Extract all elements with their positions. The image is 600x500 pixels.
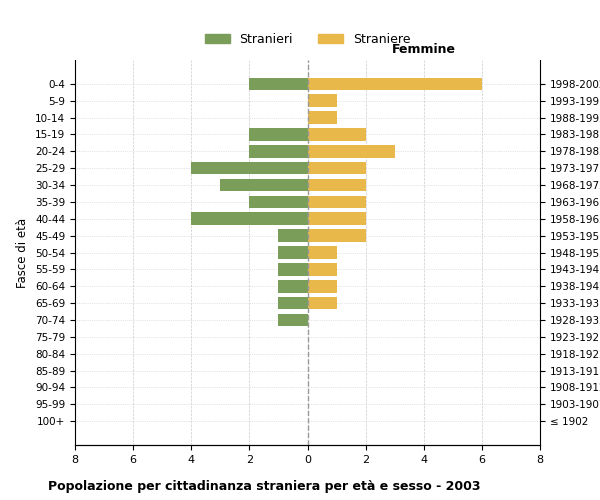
Bar (191, 162, 308, 174)
Bar (308, 230, 365, 242)
Bar (308, 111, 337, 124)
Bar (308, 212, 365, 225)
Bar (278, 314, 308, 326)
Bar (308, 297, 337, 310)
Bar (278, 280, 308, 292)
Bar (250, 196, 308, 208)
Bar (308, 145, 395, 158)
Bar (278, 263, 308, 276)
Bar (308, 263, 337, 276)
Bar (308, 178, 365, 192)
Text: Popolazione per cittadinanza straniera per età e sesso - 2003: Popolazione per cittadinanza straniera p… (48, 480, 481, 493)
Legend: Stranieri, Straniere: Stranieri, Straniere (199, 28, 415, 50)
Bar (308, 128, 365, 141)
Bar (278, 297, 308, 310)
Bar (250, 145, 308, 158)
Bar (308, 246, 337, 259)
Bar (250, 78, 308, 90)
Bar (308, 78, 482, 90)
Bar (308, 196, 365, 208)
Bar (278, 246, 308, 259)
Y-axis label: Fasce di età: Fasce di età (16, 218, 29, 288)
Bar (191, 212, 308, 225)
Bar (220, 178, 308, 192)
Text: Femmine: Femmine (392, 43, 456, 56)
Bar (278, 230, 308, 242)
Bar (308, 94, 337, 107)
Bar (308, 280, 337, 292)
Bar (308, 162, 365, 174)
Bar (250, 128, 308, 141)
